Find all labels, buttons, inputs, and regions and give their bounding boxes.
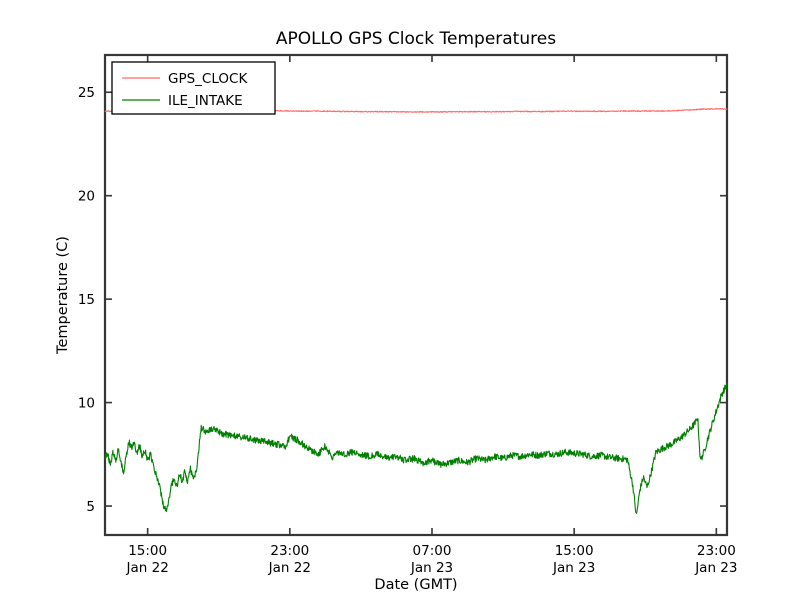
- chart-title: APOLLO GPS Clock Temperatures: [276, 29, 556, 49]
- y-tick-label: 10: [78, 396, 95, 412]
- x-tick-label-date: Jan 23: [552, 560, 595, 576]
- y-tick-label: 25: [78, 85, 95, 101]
- x-axis-label: Date (GMT): [374, 577, 457, 593]
- data-traces: [104, 107, 728, 515]
- x-tick-label-time: 15:00: [555, 543, 594, 559]
- chart-legend[interactable]: GPS_CLOCK ILE_INTAKE: [111, 61, 276, 115]
- plot-frame: [103, 53, 729, 537]
- x-tick-label-time: 23:00: [697, 543, 736, 559]
- y-tick-label: 15: [78, 292, 95, 308]
- x-tick-label-date: Jan 22: [126, 560, 169, 576]
- y-tick-label: 5: [86, 499, 95, 515]
- legend-box: [111, 61, 276, 115]
- x-tick-label-date: Jan 23: [694, 560, 737, 576]
- legend-label-gps-clock: GPS_CLOCK: [168, 71, 248, 87]
- x-tick-label-time: 23:00: [270, 543, 309, 559]
- series-line-ile-intake: [104, 382, 728, 515]
- y-axis: 5 10 15 20 25: [78, 85, 727, 515]
- y-tick-label: 20: [78, 189, 95, 205]
- legend-label-ile-intake: ILE_INTAKE: [168, 93, 243, 109]
- x-tick-label-time: 15:00: [128, 543, 167, 559]
- y-axis-label: Temperature (C): [55, 236, 71, 355]
- x-tick-label-date: Jan 22: [268, 560, 311, 576]
- x-tick-label-date: Jan 23: [410, 560, 453, 576]
- x-tick-label-time: 07:00: [413, 543, 452, 559]
